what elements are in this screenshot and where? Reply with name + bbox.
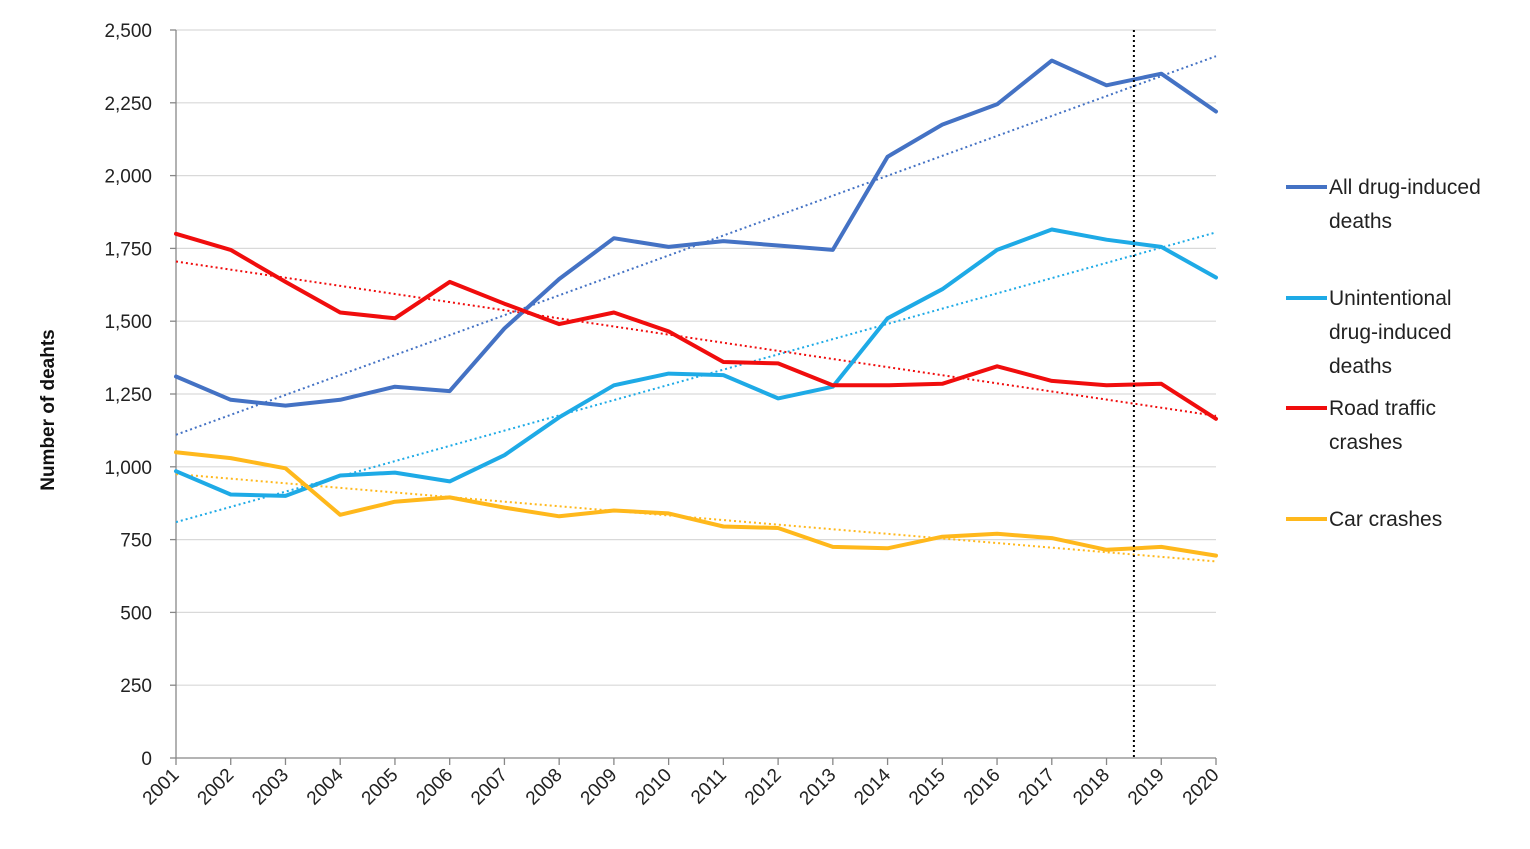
x-tick-label: 2008	[522, 765, 567, 810]
legend-label-all: deaths	[1329, 210, 1392, 233]
series-line-unintentional	[174, 227, 1218, 498]
x-tick-label: 2010	[631, 765, 676, 810]
y-tick-label: 1,250	[104, 385, 152, 406]
x-tick-label: 2015	[905, 765, 950, 810]
x-tick-label: 2001	[139, 765, 184, 810]
x-tick-label: 2007	[467, 765, 512, 810]
legend-label-road: Road traffic	[1329, 397, 1436, 420]
x-tick-label: 2014	[850, 764, 895, 809]
trend-lines	[175, 55, 1217, 563]
y-tick-label: 500	[120, 603, 152, 624]
series-lines	[174, 58, 1218, 558]
y-tick-label: 2,250	[104, 94, 152, 115]
axes	[170, 29, 1217, 765]
x-tick-label: 2018	[1069, 765, 1114, 810]
x-tick-label: 2013	[796, 765, 841, 810]
y-tick-label: 1,750	[104, 239, 152, 260]
x-tick-label: 2003	[248, 765, 293, 810]
y-axis-ticks: 0 250 500 750 1,000 1,250 1,500 1,750 2,000 2,250…	[104, 21, 152, 770]
y-axis-label: Number of deahts	[38, 329, 59, 491]
legend-label-unintentional: deaths	[1329, 355, 1392, 378]
y-tick-label: 2,500	[104, 21, 152, 42]
x-tick-label: 2020	[1179, 765, 1224, 810]
y-tick-label: 2,000	[104, 167, 152, 188]
x-tick-label: 2017	[1015, 765, 1060, 810]
y-tick-label: 250	[120, 676, 152, 697]
y-tick-label: 0	[141, 749, 152, 770]
x-tick-label: 2006	[412, 765, 457, 810]
y-tick-label: 1,000	[104, 458, 152, 479]
x-tick-label: 2011	[687, 765, 731, 809]
x-axis-ticks: 2001 2002 2003 2004 2005 2006 2007 2008 2009 2010…	[139, 764, 1224, 809]
x-tick-label: 2005	[358, 765, 403, 810]
x-tick-label: 2009	[577, 765, 622, 810]
x-tick-label: 2016	[960, 765, 1005, 810]
series-line-road	[174, 231, 1218, 421]
legend-label-unintentional: Unintentional	[1329, 287, 1452, 310]
gridlines	[176, 29, 1216, 686]
legend: All drug-induced deaths Unintentional drug-…	[1286, 176, 1481, 531]
x-tick-label: 2012	[741, 765, 786, 810]
legend-label-road: crashes	[1329, 431, 1403, 454]
legend-label-unintentional: drug-induced	[1329, 321, 1452, 344]
x-tick-label: 2002	[194, 765, 239, 810]
x-tick-label: 2019	[1124, 765, 1169, 810]
legend-label-car: Car crashes	[1329, 508, 1442, 531]
x-tick-label: 2004	[303, 764, 348, 809]
series-line-car	[174, 450, 1218, 558]
trendline-car	[175, 473, 1217, 563]
trendline-road	[175, 260, 1217, 417]
y-tick-label: 1,500	[104, 312, 152, 333]
series-line-all	[174, 58, 1218, 408]
y-tick-label: 750	[120, 531, 152, 552]
legend-label-all: All drug-induced	[1329, 176, 1481, 199]
